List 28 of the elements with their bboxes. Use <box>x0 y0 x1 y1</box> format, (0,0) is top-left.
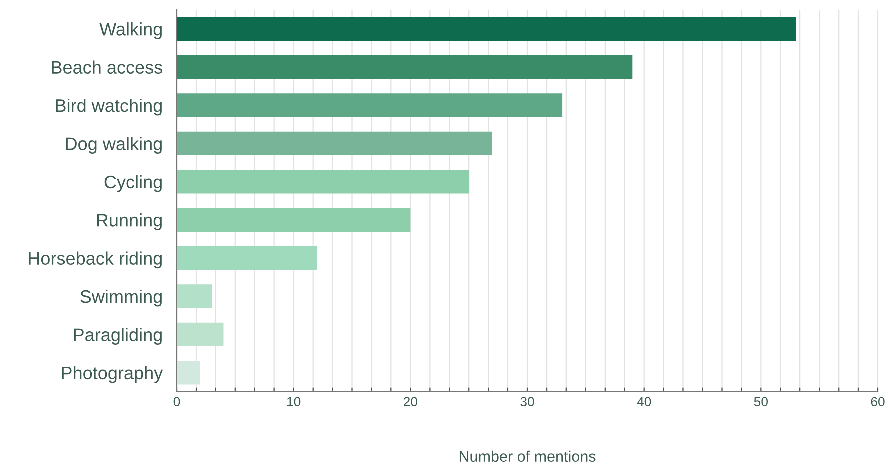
y-tick-label: Walking <box>100 22 162 40</box>
y-tick-label: Cycling <box>104 175 162 192</box>
x-tick-label: 60 <box>871 397 885 407</box>
x-tick-label: 30 <box>520 397 534 407</box>
x-tick-label: 20 <box>404 397 418 407</box>
bar <box>177 170 470 194</box>
x-tick-label: 10 <box>288 397 301 407</box>
y-tick-label: Beach access <box>52 60 162 74</box>
y-tick-label: Bird watching <box>56 98 162 116</box>
y-tick-label: Running <box>97 214 162 230</box>
y-tick-label: Paragliding <box>74 328 162 345</box>
bar <box>177 361 200 385</box>
x-axis-title: Number of mentions <box>460 450 596 462</box>
x-tick-label: 50 <box>754 397 768 407</box>
bar <box>177 208 411 232</box>
bar <box>177 55 633 80</box>
bar <box>177 94 563 118</box>
bar <box>177 284 212 308</box>
bar <box>177 17 796 41</box>
bar <box>177 132 492 156</box>
bar <box>177 322 224 347</box>
x-tick-label: 40 <box>637 397 652 407</box>
y-tick-label: Swimming <box>80 290 162 307</box>
y-tick-label: Dog walking <box>66 137 162 154</box>
y-tick-label: Photography <box>62 366 164 384</box>
x-tick-label: 0 <box>174 397 180 407</box>
y-tick-label: Horseback riding <box>29 252 162 269</box>
bar <box>177 246 318 270</box>
